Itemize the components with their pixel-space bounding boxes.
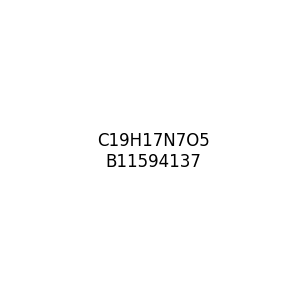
- Text: C19H17N7O5
B11594137: C19H17N7O5 B11594137: [98, 132, 210, 171]
